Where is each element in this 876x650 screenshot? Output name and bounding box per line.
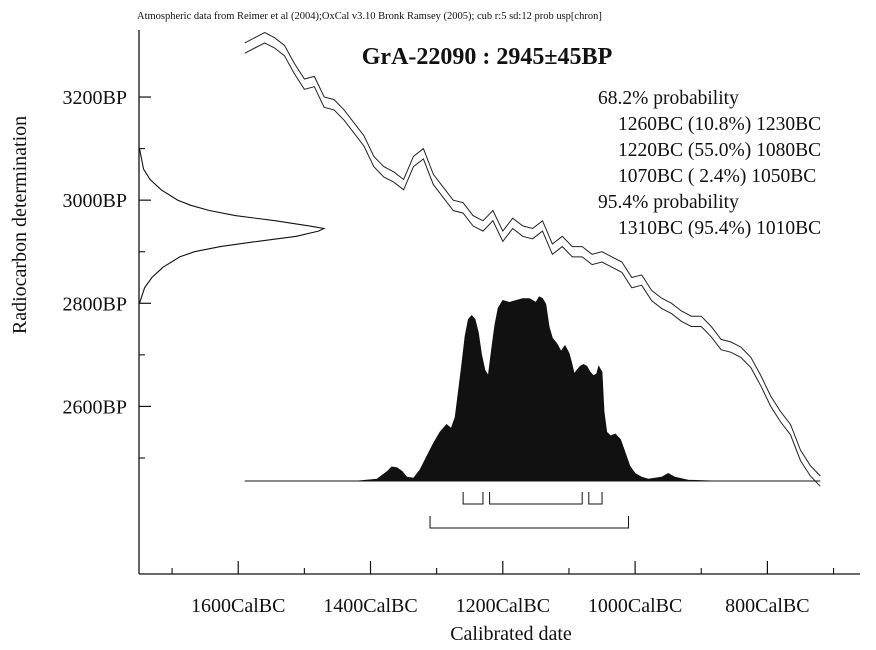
legend-line: 95.4% probability xyxy=(598,192,739,213)
legend-line: 1260BC (10.8%) 1230BC xyxy=(618,114,821,135)
y-tick-label: 2800BP xyxy=(63,293,127,315)
range-bracket-68 xyxy=(462,492,484,505)
calibrated-probability-distribution xyxy=(244,296,821,482)
calibration-curve-upper xyxy=(244,32,821,477)
x-tick-label: 1600CalBC xyxy=(191,595,285,617)
radiocarbon-measurement-distribution xyxy=(138,148,326,304)
range-bracket-68 xyxy=(588,492,603,505)
probability-ranges-legend: 68.2% probability 1260BC (10.8%) 1230BC … xyxy=(598,88,821,239)
y-axis-title: Radiocarbon determination xyxy=(9,116,31,334)
x-axis-title: Calibrated date xyxy=(450,623,572,645)
x-tick-label: 1200CalBC xyxy=(456,595,550,617)
range-bracket-95 xyxy=(429,516,629,529)
y-tick-label: 2600BP xyxy=(63,396,127,418)
x-tick-label: 1000CalBC xyxy=(588,595,682,617)
x-tick-label: 800CalBC xyxy=(725,595,809,617)
x-tick-label: 1400CalBC xyxy=(323,595,417,617)
y-tick-label: 3000BP xyxy=(63,190,127,212)
legend-line: 1220BC (55.0%) 1080BC xyxy=(618,140,821,161)
chart-title: GrA-22090 : 2945±45BP xyxy=(362,44,612,70)
plot-area: 1600CalBC 1400CalBC 1200CalBC 1000CalBC 800C… xyxy=(63,30,860,617)
header-note: Atmospheric data from Reimer et al (2004… xyxy=(137,11,602,22)
legend-line: 68.2% probability xyxy=(598,88,739,109)
range-bracket-68 xyxy=(489,492,583,505)
y-tick-label: 3200BP xyxy=(63,87,127,109)
legend-line: 1310BC (95.4%) 1010BC xyxy=(618,218,821,239)
calibration-curve-lower xyxy=(244,42,821,487)
legend-line: 1070BC ( 2.4%) 1050BC xyxy=(618,166,816,187)
